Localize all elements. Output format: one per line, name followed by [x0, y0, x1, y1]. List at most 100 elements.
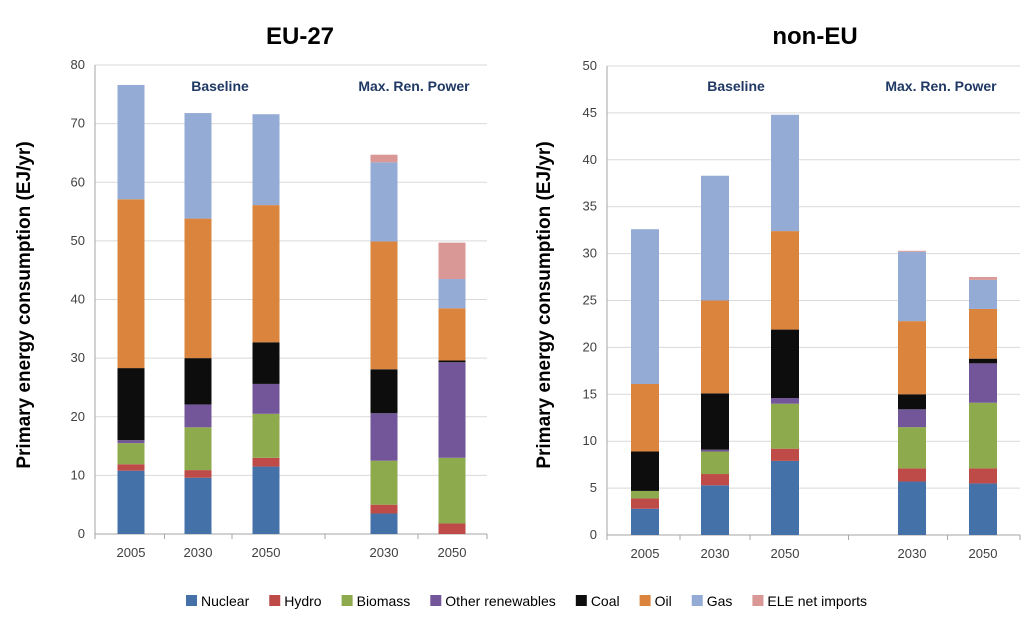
y-tick-label: 40 — [583, 152, 597, 167]
bar-segment-coal — [117, 368, 145, 441]
scenario-label: Baseline — [707, 78, 765, 94]
bar-segment-gas — [117, 84, 145, 200]
bar-segment-other-renewables — [184, 404, 212, 428]
x-tick-label: 2050 — [252, 545, 281, 560]
bar-segment-nuclear — [370, 513, 398, 534]
x-tick-label: 2030 — [898, 546, 927, 561]
bar-segment-nuclear — [631, 508, 659, 535]
legend-swatch — [691, 595, 703, 606]
legend-item: Other renewables — [430, 593, 556, 609]
bar-segment-coal — [631, 451, 659, 491]
bar-segment-hydro — [252, 457, 280, 467]
y-tick-label: 25 — [583, 293, 597, 308]
y-tick-label: 10 — [71, 467, 85, 482]
legend-swatch — [341, 595, 353, 606]
y-tick-label: 50 — [71, 233, 85, 248]
legend-label: Other renewables — [445, 593, 556, 609]
y-tick-label: 0 — [590, 527, 597, 542]
bar-segment-coal — [252, 342, 280, 384]
bar-segment-ele-net-imports — [969, 277, 997, 280]
bar-segment-other-renewables — [898, 409, 926, 428]
legend-swatch — [639, 595, 651, 606]
y-tick-label: 40 — [71, 292, 85, 307]
legend-label: Biomass — [357, 593, 411, 609]
legend-item: Biomass — [341, 593, 411, 609]
y-tick-label: 70 — [71, 116, 85, 131]
x-tick-label: 2030 — [370, 545, 399, 560]
legend-swatch — [269, 595, 281, 606]
bar-segment-gas — [898, 251, 926, 322]
bar-segment-hydro — [184, 470, 212, 478]
bar-segment-gas — [252, 114, 280, 206]
y-axis-label: Primary energy consumption (EJ/yr) — [534, 141, 555, 468]
y-tick-label: 15 — [583, 386, 597, 401]
bar-segment-hydro — [969, 468, 997, 484]
legend-swatch — [575, 595, 587, 606]
y-tick-label: 0 — [78, 526, 85, 541]
y-tick-label: 50 — [583, 58, 597, 73]
bar-segment-hydro — [438, 523, 466, 534]
bar-segment-ele-net-imports — [370, 154, 398, 163]
bar-segment-biomass — [184, 427, 212, 471]
chart-title: non-EU — [772, 23, 857, 50]
bar-segment-coal — [370, 369, 398, 414]
bar-segment-coal — [438, 360, 466, 363]
bar-segment-biomass — [771, 403, 799, 449]
x-tick-label: 2050 — [771, 546, 800, 561]
legend-item: Nuclear — [186, 593, 250, 609]
bar-segment-other-renewables — [370, 413, 398, 461]
bar-segment-coal — [184, 358, 212, 405]
chart-title: EU-27 — [266, 23, 334, 50]
bar-segment-coal — [771, 329, 799, 399]
y-tick-label: 35 — [583, 199, 597, 214]
bar-segment-other-renewables — [117, 440, 145, 444]
y-tick-label: 45 — [583, 105, 597, 120]
bar-segment-nuclear — [184, 477, 212, 534]
bar-segment-oil — [701, 300, 729, 394]
bar-segment-gas — [438, 278, 466, 309]
bar-segment-coal — [701, 393, 729, 450]
bar-segment-hydro — [898, 468, 926, 482]
bar-segment-biomass — [117, 443, 145, 465]
scenario-label: Baseline — [191, 78, 249, 94]
bar-segment-nuclear — [969, 483, 997, 535]
bar-segment-oil — [969, 308, 997, 359]
legend-item: ELE net imports — [752, 593, 867, 609]
bar-segment-oil — [438, 308, 466, 361]
y-tick-label: 20 — [71, 409, 85, 424]
x-tick-label: 2050 — [969, 546, 998, 561]
bar-segment-gas — [771, 114, 799, 232]
y-tick-label: 30 — [583, 246, 597, 261]
legend-label: Gas — [707, 593, 733, 609]
bar-segment-other-renewables — [969, 363, 997, 403]
bar-segment-hydro — [370, 504, 398, 514]
legend: Nuclear Hydro Biomass Other renewables Coal O… — [186, 593, 867, 609]
bar-segment-other-renewables — [438, 362, 466, 458]
bar-segment-oil — [117, 199, 145, 369]
bar-segment-nuclear — [771, 460, 799, 535]
legend-label: Coal — [591, 593, 620, 609]
bar-segment-hydro — [701, 474, 729, 486]
bar-segment-coal — [969, 358, 997, 364]
bar-segment-gas — [631, 229, 659, 384]
bar-segment-other-renewables — [252, 383, 280, 414]
bar-segment-hydro — [631, 498, 659, 509]
bar-segment-gas — [969, 279, 997, 309]
bar-segment-nuclear — [117, 470, 145, 534]
x-tick-label: 2030 — [184, 545, 213, 560]
bar-segment-oil — [898, 321, 926, 395]
y-tick-label: 20 — [583, 339, 597, 354]
bar-segment-hydro — [117, 464, 145, 471]
bar-segment-biomass — [969, 402, 997, 469]
x-tick-label: 2030 — [701, 546, 730, 561]
legend-label: ELE net imports — [767, 593, 867, 609]
scenario-label: Max. Ren. Power — [358, 78, 470, 94]
bar-segment-other-renewables — [701, 449, 729, 452]
y-tick-label: 60 — [71, 174, 85, 189]
bar-segment-oil — [184, 218, 212, 359]
legend-swatch — [186, 595, 197, 606]
legend-label: Hydro — [284, 593, 322, 609]
bar-segment-oil — [631, 383, 659, 452]
bar-segment-nuclear — [701, 485, 729, 535]
